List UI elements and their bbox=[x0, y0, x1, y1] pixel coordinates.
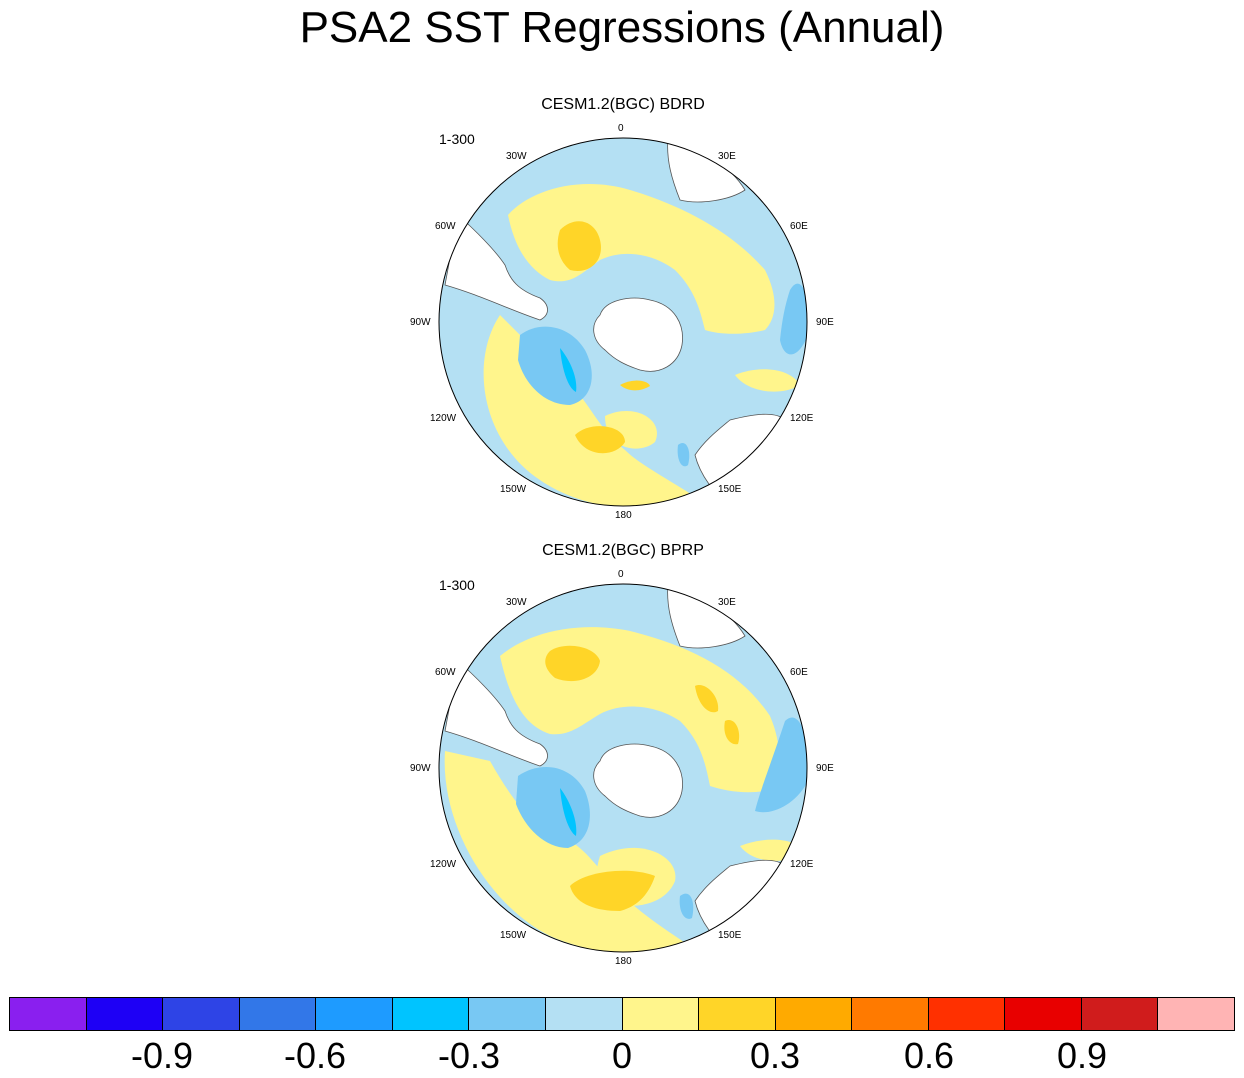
panel-title: CESM1.2(BGC) BPRP bbox=[542, 542, 704, 559]
positive-moderate-region bbox=[557, 221, 601, 271]
negative-strong-region bbox=[560, 348, 577, 392]
colorbar-swatch bbox=[1158, 998, 1234, 1030]
lon-label: 0 bbox=[618, 123, 624, 134]
positive-moderate-region bbox=[695, 685, 719, 713]
colorbar bbox=[9, 997, 1235, 1031]
colorbar-swatch bbox=[775, 998, 853, 1030]
map-panel-bdrd: CESM1.2(BGC) BDRD 1-300 0 30 bbox=[400, 95, 846, 525]
map-border bbox=[438, 137, 808, 507]
colorbar-tick-label: 0.3 bbox=[749, 1035, 801, 1076]
colorbar-swatch bbox=[239, 998, 317, 1030]
colorbar-swatch bbox=[163, 998, 240, 1030]
lon-label: 60E bbox=[790, 667, 808, 678]
lon-label: 180 bbox=[615, 510, 632, 521]
colorbar-swatch bbox=[622, 998, 700, 1030]
lon-label: 60W bbox=[435, 667, 456, 678]
positive-moderate-region bbox=[620, 380, 650, 391]
colorbar-swatch bbox=[852, 998, 929, 1030]
panel-subtitle: 1-300 bbox=[439, 577, 475, 593]
lon-label: 120E bbox=[790, 413, 814, 424]
lon-label: 30E bbox=[718, 597, 736, 608]
colorbar-swatch bbox=[545, 998, 623, 1030]
negative-moderate-region bbox=[780, 283, 807, 355]
lon-label: 30W bbox=[506, 151, 527, 162]
colorbar-tick-label: 0.9 bbox=[1056, 1035, 1108, 1076]
panel-subtitle: 1-300 bbox=[439, 131, 475, 147]
land-antarctica bbox=[593, 297, 683, 372]
land-africa bbox=[667, 584, 746, 649]
land-antarctica bbox=[593, 743, 683, 818]
colorbar-swatch bbox=[699, 998, 776, 1030]
figure-title: PSA2 SST Regressions (Annual) bbox=[299, 3, 945, 52]
lon-label: 0 bbox=[618, 569, 624, 580]
land-south-america bbox=[444, 660, 548, 767]
lon-label: 90E bbox=[816, 317, 834, 328]
positive-moderate-region bbox=[545, 645, 600, 682]
lon-label: 60E bbox=[790, 221, 808, 232]
map-panel-bprp: CESM1.2(BGC) BPRP 1-300 0 30E 60E 90E 12… bbox=[400, 541, 846, 971]
colorbar-swatch bbox=[316, 998, 393, 1030]
positive-region bbox=[508, 184, 775, 334]
lon-label: 150W bbox=[500, 930, 527, 941]
positive-moderate-region bbox=[570, 870, 655, 911]
negative-moderate-region bbox=[679, 893, 694, 919]
lon-label: 120W bbox=[430, 413, 457, 424]
lon-label: 120E bbox=[790, 859, 814, 870]
colorbar-swatch bbox=[469, 998, 546, 1030]
lon-label: 90W bbox=[410, 317, 431, 328]
lon-label: 90W bbox=[410, 763, 431, 774]
colorbar-tick-label: 0 bbox=[611, 1035, 633, 1076]
colorbar-swatch bbox=[928, 998, 1006, 1030]
colorbar-tick-label: -0.6 bbox=[283, 1035, 347, 1076]
positive-moderate-region bbox=[724, 720, 740, 745]
lon-label: 150E bbox=[718, 930, 742, 941]
colorbar-tick-label: -0.9 bbox=[130, 1035, 194, 1076]
lon-label: 120W bbox=[430, 859, 457, 870]
lon-label: 60W bbox=[435, 221, 456, 232]
polar-map bbox=[438, 583, 808, 953]
positive-region bbox=[735, 369, 800, 392]
negative-strong-region bbox=[560, 788, 577, 836]
colorbar-swatch bbox=[10, 998, 87, 1030]
polar-map bbox=[438, 137, 808, 507]
colorbar-tick-label: 0.6 bbox=[903, 1035, 955, 1076]
lon-label: 30W bbox=[506, 597, 527, 608]
negative-moderate-region bbox=[677, 442, 690, 467]
lon-label: 90E bbox=[816, 763, 834, 774]
land-africa bbox=[667, 138, 746, 203]
lon-label: 150E bbox=[718, 484, 742, 495]
colorbar-tick-label: -0.3 bbox=[437, 1035, 501, 1076]
negative-moderate-region bbox=[755, 717, 807, 813]
colorbar-swatch bbox=[1005, 998, 1082, 1030]
land-south-america bbox=[444, 214, 548, 321]
colorbar-swatch bbox=[86, 998, 164, 1030]
lon-label: 150W bbox=[500, 484, 527, 495]
positive-moderate-region bbox=[575, 426, 625, 454]
panel-title: CESM1.2(BGC) BDRD bbox=[541, 96, 705, 113]
lon-label: 30E bbox=[718, 151, 736, 162]
colorbar-swatch bbox=[1081, 998, 1159, 1030]
lon-label: 180 bbox=[615, 956, 632, 967]
colorbar-swatch bbox=[392, 998, 470, 1030]
map-border bbox=[438, 583, 808, 953]
